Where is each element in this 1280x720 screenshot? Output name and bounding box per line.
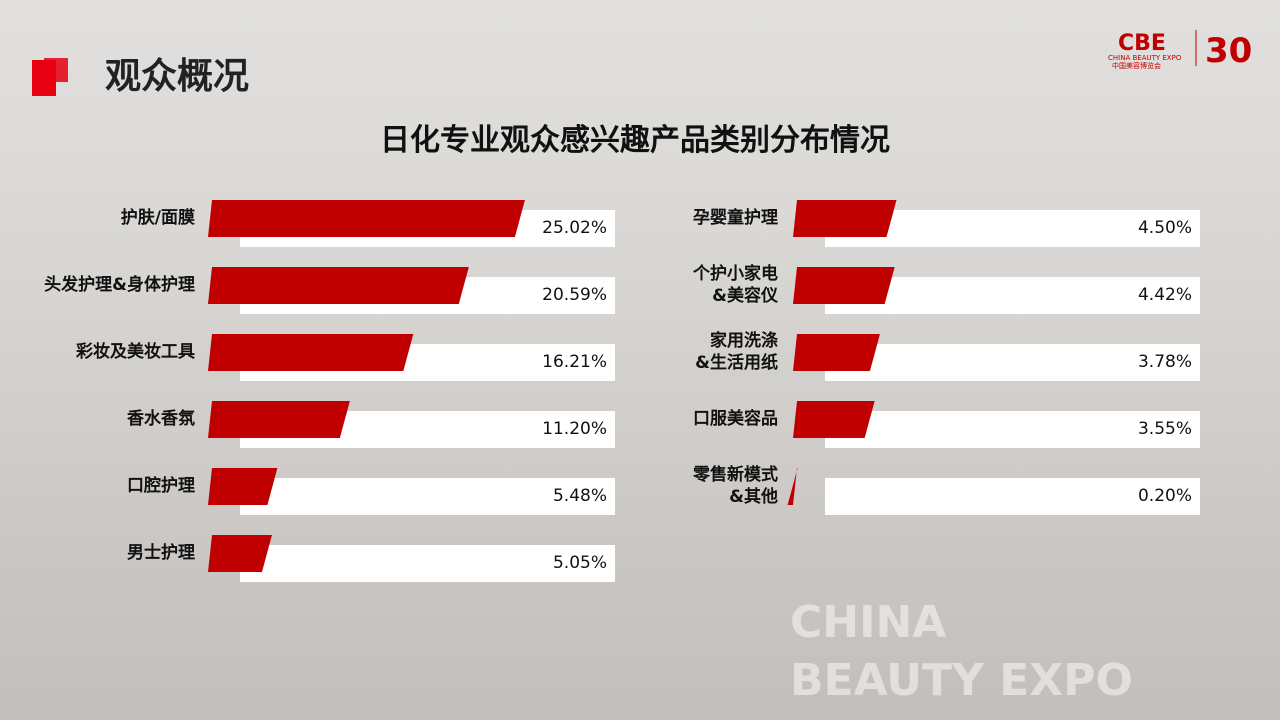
value-label: 4.50%	[1137, 218, 1192, 238]
bar	[208, 267, 469, 304]
watermark: CHINA	[790, 597, 946, 648]
value-label: 3.78%	[1137, 352, 1192, 372]
bar	[208, 468, 278, 505]
value-label: 16.21%	[542, 352, 607, 372]
bar	[208, 334, 414, 371]
value-label: 3.55%	[1137, 419, 1192, 439]
category-label: 口服美容品	[693, 409, 778, 429]
value-label: 11.20%	[542, 419, 607, 439]
bar	[793, 200, 897, 237]
category-label: 个护小家电 &美容仪	[693, 264, 778, 306]
value-label: 0.20%	[1137, 486, 1192, 506]
logo: CBE	[1118, 31, 1166, 56]
bar-track	[825, 478, 1200, 515]
bar-track	[240, 478, 615, 515]
watermark: BEAUTY EXPO	[790, 655, 1133, 706]
bar	[793, 334, 880, 371]
category-label: 家用洗涤 &生活用纸	[695, 331, 778, 373]
bar	[793, 401, 875, 438]
category-label: 彩妆及美妆工具	[76, 342, 195, 362]
logo-sub: 中国美容博览会	[1112, 61, 1161, 70]
category-label: 香水香氛	[127, 409, 195, 429]
bar	[208, 200, 525, 237]
category-label: 孕婴童护理	[693, 208, 778, 228]
anniversary: 30	[1205, 31, 1252, 71]
logo-sub: CHINA BEAUTY EXPO	[1108, 54, 1182, 62]
bar-track	[240, 545, 615, 582]
header-title: 观众概况	[105, 56, 249, 97]
category-label: 口腔护理	[127, 476, 195, 496]
value-label: 5.05%	[552, 553, 607, 573]
value-label: 5.48%	[552, 486, 607, 506]
bar-track	[825, 411, 1200, 448]
bar	[208, 401, 350, 438]
bar	[208, 535, 272, 572]
value-label: 4.42%	[1137, 285, 1192, 305]
bar-track	[825, 344, 1200, 381]
value-label: 20.59%	[542, 285, 607, 305]
category-label: 零售新模式 &其他	[693, 465, 778, 507]
bar	[787, 468, 798, 505]
category-label: 护肤/面膜	[120, 208, 195, 228]
category-label: 头发护理&身体护理	[44, 275, 195, 295]
value-label: 25.02%	[542, 218, 607, 238]
category-label: 男士护理	[127, 543, 195, 563]
bar	[793, 267, 895, 304]
chart-title: 日化专业观众感兴趣产品类别分布情况	[380, 123, 890, 158]
header-mark	[44, 58, 68, 82]
